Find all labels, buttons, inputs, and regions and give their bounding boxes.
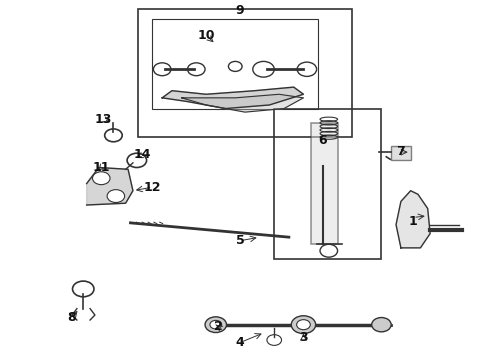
Bar (138, 9, 352, 137)
Polygon shape (182, 94, 303, 112)
Circle shape (107, 190, 124, 203)
Text: 11: 11 (93, 161, 110, 174)
Circle shape (93, 172, 110, 185)
Text: 7: 7 (396, 145, 405, 158)
Polygon shape (396, 191, 430, 248)
Text: 6: 6 (318, 134, 327, 147)
Polygon shape (162, 87, 303, 109)
Circle shape (205, 317, 226, 333)
Text: 13: 13 (95, 113, 112, 126)
Text: 2: 2 (214, 320, 222, 333)
Circle shape (210, 320, 221, 329)
Bar (152, 19, 318, 109)
Circle shape (296, 320, 310, 330)
Text: 12: 12 (144, 181, 161, 194)
Bar (311, 123, 338, 244)
Circle shape (372, 318, 391, 332)
Text: 14: 14 (134, 148, 151, 162)
Text: 3: 3 (299, 331, 308, 344)
Circle shape (291, 316, 316, 334)
Text: 10: 10 (197, 29, 215, 42)
Text: 8: 8 (68, 311, 76, 324)
Text: 1: 1 (409, 215, 417, 228)
Text: 4: 4 (236, 336, 245, 349)
Bar (391, 146, 411, 160)
Text: 9: 9 (236, 4, 245, 17)
Bar (274, 109, 381, 258)
Text: 5: 5 (236, 234, 245, 247)
Polygon shape (87, 167, 133, 205)
